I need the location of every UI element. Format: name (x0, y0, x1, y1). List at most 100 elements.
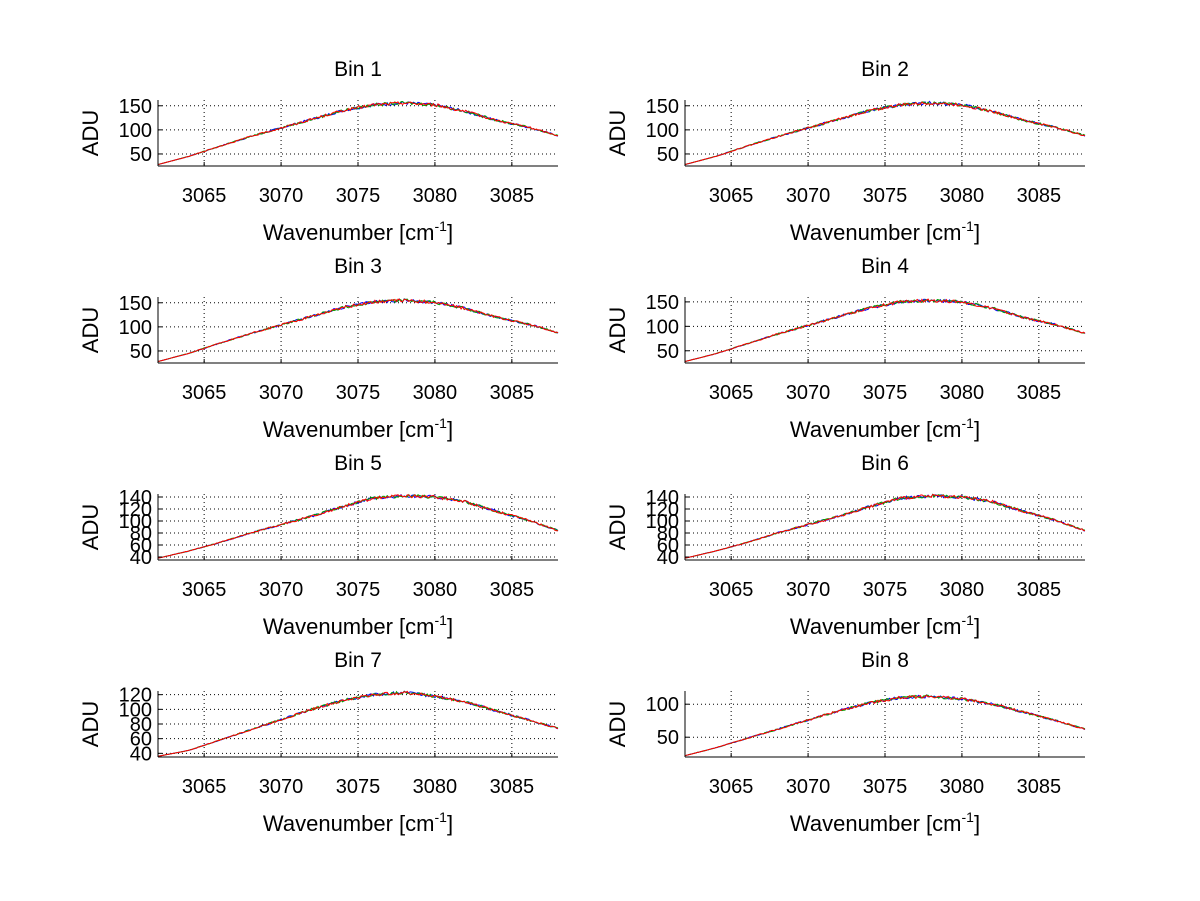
x-axis-label-superscript: -1 (435, 809, 448, 825)
y-tick-label: 50 (130, 144, 152, 166)
x-axis-label: Wavenumber [cm-1] (790, 809, 980, 836)
x-tick-label: 3065 (709, 776, 754, 798)
x-axis-label-main: Wavenumber [cm (790, 417, 962, 442)
x-tick-label: 3075 (336, 579, 381, 601)
x-tick-label: 3085 (490, 579, 535, 601)
x-axis-label: Wavenumber [cm-1] (263, 218, 453, 245)
y-tick-label: 100 (119, 317, 152, 339)
y-axis-label: ADU (78, 701, 103, 747)
x-tick-label: 3075 (336, 776, 381, 798)
y-tick-label: 140 (646, 487, 679, 509)
x-axis-label-end: ] (974, 417, 980, 442)
x-tick-label: 3070 (786, 579, 831, 601)
subplot-title: Bin 4 (861, 255, 909, 278)
x-tick-label: 3080 (413, 776, 458, 798)
x-tick-label: 3085 (490, 776, 535, 798)
x-axis-label-main: Wavenumber [cm (790, 811, 962, 836)
x-tick-label: 3075 (336, 382, 381, 404)
x-axis-label: Wavenumber [cm-1] (790, 218, 980, 245)
x-axis-label-superscript: -1 (435, 415, 448, 431)
y-axis-label: ADU (78, 307, 103, 353)
x-tick-label: 3065 (709, 185, 754, 207)
x-tick-label: 3070 (259, 776, 304, 798)
figure-canvas: Bin 13065307030753080308550100150Wavenum… (0, 0, 1200, 901)
y-tick-label: 100 (646, 694, 679, 716)
x-tick-label: 3070 (786, 382, 831, 404)
x-tick-label: 3085 (1017, 382, 1062, 404)
x-axis-label-end: ] (447, 614, 453, 639)
x-axis-label-end: ] (447, 811, 453, 836)
y-tick-label: 120 (119, 685, 152, 707)
y-tick-label: 50 (657, 144, 679, 166)
x-axis-label-superscript: -1 (435, 218, 448, 234)
subplot-title: Bin 5 (334, 452, 382, 475)
y-tick-label: 150 (646, 96, 679, 118)
y-tick-label: 50 (657, 341, 679, 363)
x-tick-label: 3075 (863, 776, 908, 798)
x-tick-label: 3075 (863, 185, 908, 207)
subplot-title: Bin 8 (861, 649, 909, 672)
y-axis-label: ADU (605, 701, 630, 747)
x-tick-label: 3065 (182, 579, 227, 601)
x-tick-label: 3080 (940, 382, 985, 404)
x-tick-label: 3065 (709, 579, 754, 601)
x-axis-label: Wavenumber [cm-1] (263, 809, 453, 836)
x-tick-label: 3075 (336, 185, 381, 207)
x-axis-label-superscript: -1 (962, 612, 975, 628)
x-tick-label: 3075 (863, 382, 908, 404)
x-axis-label-main: Wavenumber [cm (263, 417, 435, 442)
x-tick-label: 3080 (940, 579, 985, 601)
x-tick-label: 3070 (259, 579, 304, 601)
x-axis-label-end: ] (447, 417, 453, 442)
y-tick-label: 100 (646, 316, 679, 338)
x-axis-label-main: Wavenumber [cm (790, 220, 962, 245)
x-tick-label: 3080 (940, 776, 985, 798)
x-tick-label: 3065 (182, 382, 227, 404)
x-tick-label: 3085 (490, 382, 535, 404)
x-tick-label: 3075 (863, 579, 908, 601)
subplot-title: Bin 1 (334, 58, 382, 81)
y-tick-label: 140 (119, 487, 152, 509)
subplot-title: Bin 3 (334, 255, 382, 278)
x-tick-label: 3070 (259, 185, 304, 207)
y-axis-label: ADU (605, 110, 630, 156)
y-tick-label: 150 (119, 96, 152, 118)
y-tick-label: 100 (119, 120, 152, 142)
y-axis-label: ADU (605, 504, 630, 550)
x-tick-label: 3080 (413, 579, 458, 601)
x-axis-label-superscript: -1 (962, 415, 975, 431)
x-axis-label-superscript: -1 (962, 809, 975, 825)
x-axis-label-main: Wavenumber [cm (263, 614, 435, 639)
x-axis-label: Wavenumber [cm-1] (790, 612, 980, 639)
x-tick-label: 3085 (1017, 776, 1062, 798)
x-axis-label-end: ] (974, 614, 980, 639)
y-tick-label: 50 (130, 341, 152, 363)
x-tick-label: 3070 (786, 776, 831, 798)
y-axis-label: ADU (605, 307, 630, 353)
y-tick-label: 150 (646, 292, 679, 314)
y-axis-label: ADU (78, 504, 103, 550)
x-axis-label: Wavenumber [cm-1] (263, 415, 453, 442)
x-tick-label: 3080 (413, 185, 458, 207)
x-axis-label-main: Wavenumber [cm (263, 220, 435, 245)
x-tick-label: 3085 (490, 185, 535, 207)
x-tick-label: 3070 (786, 185, 831, 207)
x-tick-label: 3065 (709, 382, 754, 404)
x-axis-label-superscript: -1 (435, 612, 448, 628)
x-tick-label: 3085 (1017, 579, 1062, 601)
x-tick-label: 3080 (413, 382, 458, 404)
x-tick-label: 3080 (940, 185, 985, 207)
subplot-title: Bin 2 (861, 58, 909, 81)
x-axis-label: Wavenumber [cm-1] (263, 612, 453, 639)
x-tick-label: 3065 (182, 185, 227, 207)
x-axis-label-superscript: -1 (962, 218, 975, 234)
x-axis-label: Wavenumber [cm-1] (790, 415, 980, 442)
x-axis-label-end: ] (974, 220, 980, 245)
subplot-title: Bin 7 (334, 649, 382, 672)
subplot-title: Bin 6 (861, 452, 909, 475)
x-axis-label-main: Wavenumber [cm (790, 614, 962, 639)
x-tick-label: 3070 (259, 382, 304, 404)
figure-background (0, 0, 1200, 901)
y-axis-label: ADU (78, 110, 103, 156)
x-axis-label-end: ] (447, 220, 453, 245)
